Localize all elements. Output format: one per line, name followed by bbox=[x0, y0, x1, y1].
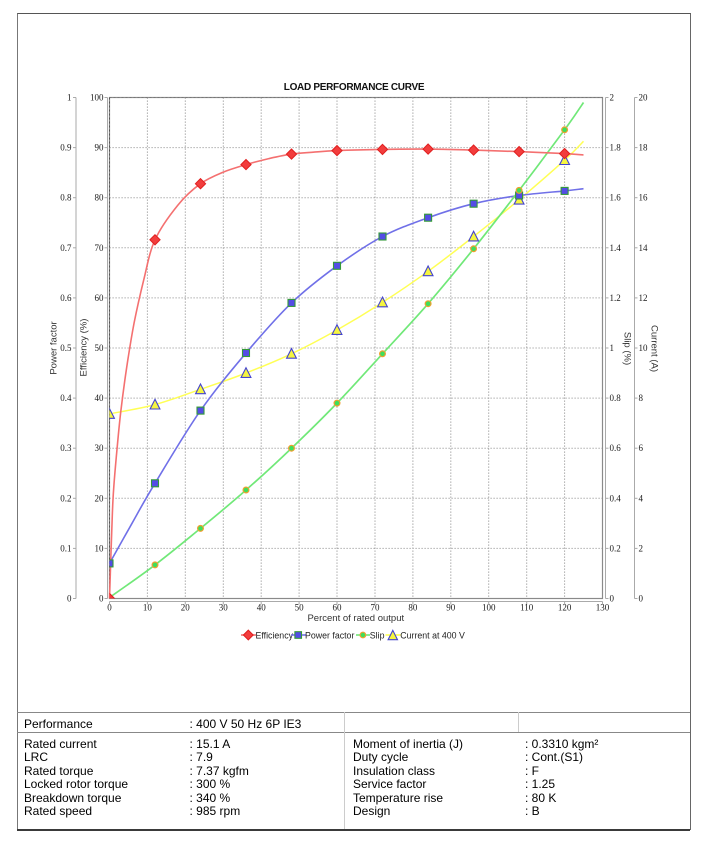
svg-text:80: 80 bbox=[408, 602, 418, 612]
svg-text:Efficiency: Efficiency bbox=[256, 631, 294, 641]
svg-text:0: 0 bbox=[610, 594, 615, 604]
svg-text:Power factor: Power factor bbox=[305, 631, 354, 641]
svg-text:0: 0 bbox=[107, 602, 112, 612]
svg-text:130: 130 bbox=[596, 602, 610, 612]
svg-text:90: 90 bbox=[95, 143, 105, 153]
svg-text:0.4: 0.4 bbox=[610, 493, 622, 503]
svg-text:0.8: 0.8 bbox=[610, 393, 622, 403]
svg-text:0.5: 0.5 bbox=[60, 343, 72, 353]
svg-text:2: 2 bbox=[639, 543, 644, 553]
svg-text:100: 100 bbox=[90, 93, 104, 103]
svg-text:Efficiency (%): Efficiency (%) bbox=[79, 319, 90, 377]
svg-text:Current (A): Current (A) bbox=[649, 325, 660, 372]
svg-text:1.6: 1.6 bbox=[610, 193, 622, 203]
svg-text:0: 0 bbox=[639, 594, 644, 604]
svg-text:1: 1 bbox=[610, 343, 615, 353]
svg-text:0.3: 0.3 bbox=[60, 443, 72, 453]
svg-text:16: 16 bbox=[639, 193, 649, 203]
svg-text:40: 40 bbox=[95, 393, 105, 403]
svg-text:Slip: Slip bbox=[370, 631, 385, 641]
svg-text:0.9: 0.9 bbox=[60, 143, 72, 153]
svg-text:0.6: 0.6 bbox=[610, 443, 622, 453]
svg-text:8: 8 bbox=[639, 393, 644, 403]
svg-text:30: 30 bbox=[219, 602, 229, 612]
svg-text:6: 6 bbox=[639, 443, 644, 453]
svg-text:0: 0 bbox=[67, 594, 72, 604]
svg-text:0.2: 0.2 bbox=[60, 493, 71, 503]
svg-text:0.4: 0.4 bbox=[60, 393, 72, 403]
svg-text:LOAD PERFORMANCE CURVE: LOAD PERFORMANCE CURVE bbox=[284, 82, 425, 93]
svg-text:Power factor: Power factor bbox=[49, 321, 60, 374]
svg-text:70: 70 bbox=[95, 243, 105, 253]
svg-text:0.8: 0.8 bbox=[60, 193, 72, 203]
svg-text:110: 110 bbox=[520, 602, 534, 612]
svg-text:50: 50 bbox=[295, 602, 305, 612]
svg-text:Slip (%): Slip (%) bbox=[622, 332, 633, 365]
svg-text:80: 80 bbox=[95, 193, 105, 203]
svg-text:Current at 400 V: Current at 400 V bbox=[400, 631, 465, 641]
svg-text:10: 10 bbox=[143, 602, 153, 612]
svg-text:20: 20 bbox=[639, 93, 649, 103]
svg-text:Percent of rated output: Percent of rated output bbox=[307, 613, 404, 624]
svg-text:10: 10 bbox=[95, 543, 105, 553]
svg-text:60: 60 bbox=[333, 602, 343, 612]
svg-text:100: 100 bbox=[482, 602, 496, 612]
svg-text:30: 30 bbox=[95, 443, 105, 453]
svg-text:10: 10 bbox=[639, 343, 649, 353]
svg-text:70: 70 bbox=[371, 602, 381, 612]
svg-text:60: 60 bbox=[95, 293, 105, 303]
svg-text:120: 120 bbox=[558, 602, 572, 612]
svg-text:0.6: 0.6 bbox=[60, 293, 72, 303]
svg-text:4: 4 bbox=[639, 493, 644, 503]
svg-text:1.4: 1.4 bbox=[610, 243, 622, 253]
svg-text:20: 20 bbox=[181, 602, 191, 612]
svg-text:2: 2 bbox=[610, 93, 615, 103]
svg-text:50: 50 bbox=[95, 343, 105, 353]
svg-text:0.2: 0.2 bbox=[610, 543, 621, 553]
svg-text:90: 90 bbox=[446, 602, 456, 612]
svg-text:18: 18 bbox=[639, 143, 649, 153]
svg-text:20: 20 bbox=[95, 493, 105, 503]
svg-text:14: 14 bbox=[639, 243, 649, 253]
svg-text:1.2: 1.2 bbox=[610, 293, 621, 303]
svg-text:1.8: 1.8 bbox=[610, 143, 622, 153]
svg-text:0.1: 0.1 bbox=[60, 543, 71, 553]
svg-text:0.7: 0.7 bbox=[60, 243, 72, 253]
svg-text:12: 12 bbox=[639, 293, 648, 303]
svg-text:40: 40 bbox=[257, 602, 267, 612]
svg-text:0: 0 bbox=[99, 594, 104, 604]
svg-text:1: 1 bbox=[67, 93, 72, 103]
